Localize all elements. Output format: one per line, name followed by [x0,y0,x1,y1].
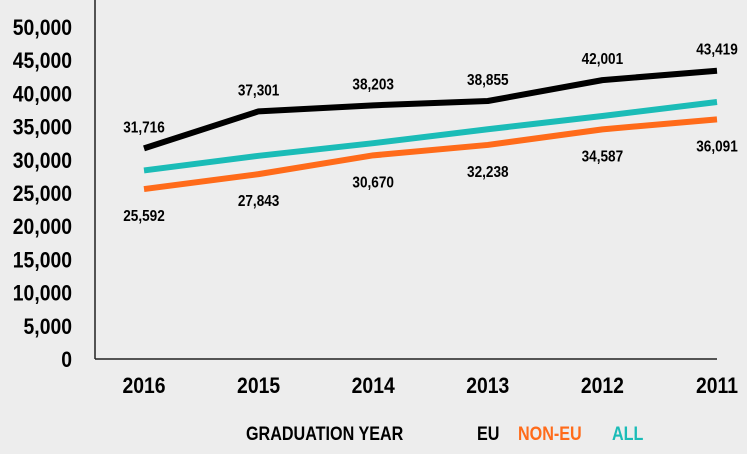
legend-all: ALL [612,424,644,445]
y-tick-label: 40,000 [13,82,72,106]
x-tick-label: 2015 [237,374,280,398]
y-tick-label: 10,000 [13,281,72,305]
legend: GRADUATION YEAR EU NON-EU ALL [0,424,747,450]
y-tick-label: 0 [61,348,72,372]
series-line-all [143,99,718,174]
y-tick-label: 25,000 [13,182,72,206]
data-label: 42,001 [582,51,624,68]
y-tick-label: 50,000 [13,16,72,40]
series-line-non-eu [143,116,718,193]
data-label: 27,843 [238,193,280,210]
data-label: 32,238 [467,164,509,181]
series-line-eu [143,67,718,152]
legend-eu: EU [477,424,500,445]
x-axis-title: GRADUATION YEAR [246,424,404,445]
y-tick-label: 20,000 [13,215,72,239]
data-label: 34,587 [582,148,624,165]
y-tick-label: 45,000 [13,49,72,73]
y-tick-label: 5,000 [24,315,72,339]
y-tick-label: 35,000 [13,115,72,139]
y-tick-label: 15,000 [13,248,72,272]
x-tick-label: 2012 [581,374,624,398]
data-label: 30,670 [352,174,394,191]
data-label: 31,716 [123,119,165,136]
data-label: 37,301 [238,82,280,99]
x-tick-label: 2011 [696,374,738,398]
x-tick-label: 2016 [122,374,165,398]
data-label: 38,855 [467,72,509,89]
data-label: 36,091 [696,138,738,155]
legend-non-eu: NON-EU [518,424,582,445]
x-tick-label: 2013 [466,374,509,398]
data-label: 25,592 [123,208,165,225]
y-tick-label: 30,000 [13,149,72,173]
data-label: 38,203 [352,76,394,93]
x-tick-label: 2014 [352,374,396,398]
data-label: 43,419 [696,42,738,59]
